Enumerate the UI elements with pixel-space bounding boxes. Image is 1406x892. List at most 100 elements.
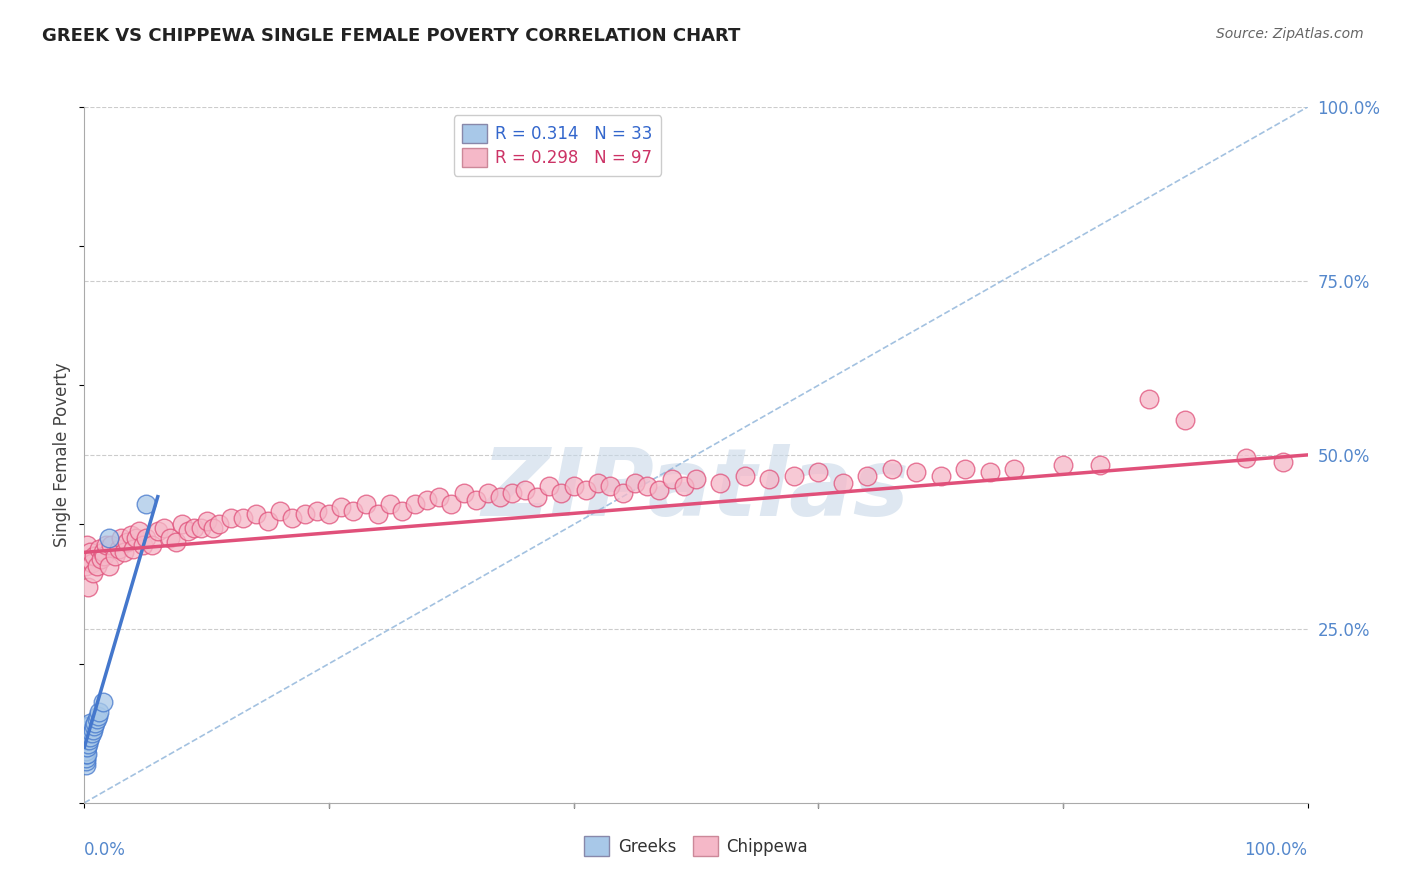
- Point: [77, 723, 100, 737]
- Point: [550, 486, 572, 500]
- Point: [96, 538, 118, 552]
- Point: [538, 479, 561, 493]
- Point: [807, 466, 830, 480]
- Point: [77, 737, 100, 751]
- Text: Source: ZipAtlas.com: Source: ZipAtlas.com: [1216, 27, 1364, 41]
- Point: [380, 497, 402, 511]
- Point: [709, 475, 731, 490]
- Point: [79, 545, 101, 559]
- Text: 0.0%: 0.0%: [84, 841, 127, 859]
- Point: [77, 726, 100, 740]
- Point: [661, 472, 683, 486]
- Point: [75, 719, 97, 733]
- Point: [562, 479, 585, 493]
- Point: [110, 532, 132, 546]
- Point: [128, 524, 150, 539]
- Point: [75, 747, 97, 761]
- Point: [76, 538, 98, 552]
- Point: [1052, 458, 1074, 473]
- Point: [97, 559, 120, 574]
- Point: [281, 510, 304, 524]
- Point: [648, 483, 671, 497]
- Point: [91, 545, 114, 559]
- Point: [1174, 413, 1197, 427]
- Text: 100.0%: 100.0%: [1244, 841, 1308, 859]
- Point: [132, 538, 155, 552]
- Point: [342, 503, 364, 517]
- Point: [734, 468, 756, 483]
- Point: [318, 507, 340, 521]
- Point: [97, 532, 120, 546]
- Point: [464, 493, 486, 508]
- Point: [190, 521, 212, 535]
- Point: [612, 486, 634, 500]
- Point: [1088, 458, 1111, 473]
- Point: [76, 740, 98, 755]
- Point: [257, 514, 280, 528]
- Point: [77, 719, 100, 733]
- Point: [354, 497, 377, 511]
- Point: [82, 723, 104, 737]
- Point: [75, 757, 97, 772]
- Point: [76, 726, 98, 740]
- Point: [183, 521, 205, 535]
- Point: [165, 535, 187, 549]
- Point: [831, 475, 853, 490]
- Point: [82, 566, 104, 581]
- Point: [76, 733, 98, 747]
- Point: [135, 532, 157, 546]
- Point: [75, 737, 97, 751]
- Point: [513, 483, 536, 497]
- Point: [135, 497, 157, 511]
- Point: [177, 524, 200, 539]
- Point: [391, 503, 413, 517]
- Point: [232, 510, 254, 524]
- Point: [120, 528, 142, 542]
- Point: [172, 517, 194, 532]
- Point: [75, 726, 97, 740]
- Point: [624, 475, 647, 490]
- Point: [90, 552, 112, 566]
- Point: [330, 500, 353, 514]
- Point: [294, 507, 316, 521]
- Point: [1137, 392, 1160, 407]
- Point: [208, 517, 231, 532]
- Point: [489, 490, 512, 504]
- Point: [86, 712, 108, 726]
- Point: [125, 532, 148, 546]
- Point: [159, 532, 181, 546]
- Point: [115, 535, 138, 549]
- Point: [76, 747, 98, 761]
- Text: ZIPatlas: ZIPatlas: [482, 443, 910, 536]
- Point: [305, 503, 328, 517]
- Point: [112, 545, 135, 559]
- Point: [477, 486, 499, 500]
- Point: [1002, 462, 1025, 476]
- Point: [77, 733, 100, 747]
- Point: [141, 538, 163, 552]
- Point: [153, 521, 176, 535]
- Point: [416, 493, 439, 508]
- Point: [86, 559, 108, 574]
- Point: [87, 541, 110, 556]
- Point: [107, 541, 129, 556]
- Point: [87, 706, 110, 720]
- Point: [79, 730, 101, 744]
- Point: [440, 497, 463, 511]
- Point: [219, 510, 242, 524]
- Point: [91, 695, 114, 709]
- Point: [80, 556, 103, 570]
- Point: [269, 503, 291, 517]
- Point: [84, 715, 107, 730]
- Point: [586, 475, 609, 490]
- Point: [1272, 455, 1295, 469]
- Point: [1236, 451, 1258, 466]
- Point: [575, 483, 598, 497]
- Point: [195, 514, 218, 528]
- Point: [75, 750, 97, 764]
- Point: [75, 754, 97, 768]
- Point: [404, 497, 426, 511]
- Point: [905, 466, 928, 480]
- Point: [122, 541, 145, 556]
- Point: [83, 549, 105, 563]
